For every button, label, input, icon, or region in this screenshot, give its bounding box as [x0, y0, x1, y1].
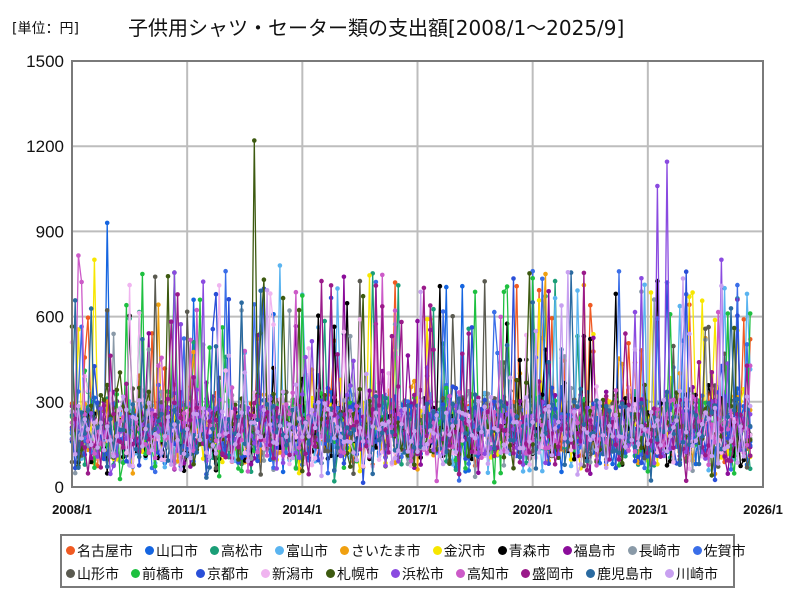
legend-label: 福島市 [573, 543, 616, 560]
legend-label: 金沢市 [443, 543, 486, 560]
legend-item: 鹿児島市 [586, 564, 653, 584]
legend-item: 名古屋市 [66, 541, 133, 561]
y-tick-label: 1500 [26, 52, 64, 71]
legend-item: 高知市 [456, 564, 509, 584]
legend-item: 富山市 [275, 541, 328, 561]
legend-marker-icon [627, 546, 637, 555]
legend-marker-icon [665, 569, 674, 578]
legend-marker-icon [432, 546, 442, 555]
line-chart: 0 300 600 900 1200 1500 2008/1 2011/1 2014/1 201… [26, 52, 783, 517]
y-tick-label: 1200 [26, 137, 64, 156]
legend-item: 金沢市 [432, 541, 486, 561]
legend-marker-icon [261, 569, 270, 578]
legend-item: 山形市 [66, 564, 119, 584]
legend-item: 盛岡市 [521, 564, 574, 584]
legend-item: 札幌市 [326, 564, 379, 584]
legend-marker-icon [586, 569, 595, 578]
series-川崎市 [69, 270, 753, 479]
x-tick-label: 2017/1 [398, 502, 438, 517]
legend-marker-icon [210, 546, 219, 555]
legend-label: 浜松市 [402, 566, 444, 583]
legend-label: 山口市 [156, 543, 198, 560]
legend-label: 川崎市 [676, 566, 718, 583]
legend-marker-icon [391, 569, 400, 578]
x-tick-label: 2026/1 [743, 502, 783, 517]
legend-item: 高松市 [210, 541, 263, 561]
y-tick-label: 600 [36, 308, 64, 327]
x-tick-label: 2008/1 [52, 502, 92, 517]
legend-item: 山口市 [145, 541, 198, 561]
legend-label: 名古屋市 [77, 543, 133, 560]
legend-item: 青森市 [497, 541, 551, 561]
legend-label: さいたま市 [351, 543, 421, 560]
legend-marker-icon [456, 569, 465, 578]
series-lines [69, 138, 753, 486]
legend-marker-icon [692, 546, 702, 555]
legend-marker-icon [275, 546, 284, 555]
legend-label: 高知市 [467, 566, 509, 583]
legend-marker-icon [66, 546, 75, 555]
legend-marker-icon [66, 569, 75, 578]
legend-marker-icon [326, 569, 335, 578]
legend-label: 京都市 [207, 566, 249, 583]
legend-item: 長崎市 [627, 541, 681, 561]
legend-marker-icon [340, 546, 349, 555]
legend-row: 山形市 前橋市 京都市 新潟市 札幌市 浜松市 高知市 盛岡市 鹿児島市 川崎市 [66, 562, 733, 585]
legend-label: 高松市 [221, 543, 263, 560]
legend-marker-icon [521, 569, 530, 578]
legend-label: 前橋市 [142, 566, 184, 583]
legend-marker-icon [562, 546, 572, 555]
x-tick-label: 2014/1 [282, 502, 322, 517]
legend-label: 富山市 [286, 543, 328, 560]
plot-area-border [71, 60, 764, 488]
legend-marker-icon [145, 546, 154, 555]
legend-label: 新潟市 [272, 566, 314, 583]
x-tick-label: 2023/1 [628, 502, 668, 517]
x-tick-label: 2020/1 [513, 502, 553, 517]
y-axis-ticks: 0 300 600 900 1200 1500 [26, 52, 64, 497]
legend-item: 京都市 [196, 564, 249, 584]
legend: 名古屋市 山口市 高松市 富山市 さいたま市 金沢市 青森市 福島市 長崎市 佐賀市 山形市 前橋市… [60, 534, 746, 588]
legend-item: 川崎市 [665, 564, 718, 584]
legend-item: 佐賀市 [692, 541, 746, 561]
legend-label: 札幌市 [337, 566, 379, 583]
legend-item: 前橋市 [131, 564, 184, 584]
legend-label: 佐賀市 [703, 543, 746, 560]
legend-row: 名古屋市 山口市 高松市 富山市 さいたま市 金沢市 青森市 福島市 長崎市 佐賀市 [66, 539, 746, 562]
legend-item: さいたま市 [340, 541, 421, 561]
legend-item: 新潟市 [261, 564, 314, 584]
y-tick-label: 0 [55, 478, 64, 497]
legend-marker-icon [497, 546, 507, 555]
legend-label: 青森市 [508, 543, 551, 560]
legend-marker-icon [196, 569, 205, 578]
legend-label: 山形市 [77, 566, 119, 583]
legend-label: 鹿児島市 [597, 566, 653, 583]
legend-label: 長崎市 [638, 543, 681, 560]
chart-title: 子供用シャツ・セーター類の支出額[2008/1～2025/9] [128, 16, 625, 40]
legend-marker-icon [131, 569, 140, 578]
y-tick-label: 300 [36, 393, 64, 412]
unit-label: [単位：円] [12, 21, 79, 37]
x-tick-label: 2011/1 [168, 502, 207, 517]
x-axis-ticks: 2008/1 2011/1 2014/1 2017/1 2020/1 2023/1 2026… [52, 502, 783, 517]
y-tick-label: 900 [36, 222, 64, 241]
legend-item: 福島市 [562, 541, 616, 561]
legend-label: 盛岡市 [532, 566, 574, 583]
legend-item: 浜松市 [391, 564, 444, 584]
